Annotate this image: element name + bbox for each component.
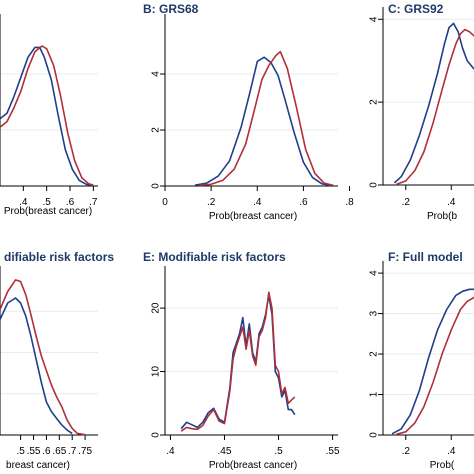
panel-c-x-tick-label-0: .2 [402,197,411,208]
panel-d-x-tick-label-4: .7 [68,446,77,457]
panel-f-y-tick-label-2: 2 [369,351,380,357]
panel-f-series-0-line [391,288,474,435]
panel-c-y-tick-label-2: 4 [369,16,380,22]
panel-d-title: difiable risk factors [4,250,114,264]
panel-d-x-tick-label-1: .55 [27,446,41,457]
panel-a-x-tick-label-3: .7 [89,197,98,208]
panel-d-series-0-line [0,297,73,435]
panel-b-x-tick-label-0: 0 [162,197,168,208]
panel-b-x-tick-label-4: .8 [345,197,354,208]
panel-e-y-tick-label-0: 0 [151,432,162,438]
panel-b-y-tick-label-2: 4 [151,71,162,77]
panel-f-y-tick-label-0: 0 [369,432,380,438]
panel-e-x-tick-label-2: .5 [274,446,283,457]
panel-e-title: E: Modifiable risk factors [143,250,286,264]
panel-f-y-tick-label-4: 4 [369,270,380,276]
panel-a-x-tick-label-0: .4 [19,197,28,208]
panel-c-series-1-line [396,28,474,185]
panel-d-x-tick-label-5: .75 [78,446,92,457]
panel-c-x-tick-label-1: .4 [447,197,456,208]
panel-f-x-tick-label-1: .4 [447,446,456,457]
panel-a-x-tick-label-2: .6 [66,197,75,208]
panel-e-series-0-line [180,294,296,430]
panel-d-x-axis-label: breast cancer) [6,460,70,471]
panel-f-x-tick-label-0: .2 [402,446,411,457]
panel-e-x-tick-label-3: .55 [326,446,340,457]
panel-f-title: F: Full model [388,250,463,264]
panel-c-series-0-line [393,22,474,184]
panel-b-x-tick-label-2: .4 [253,197,262,208]
panel-a-series-1-line [0,45,94,186]
panel-e-y-tick-label-1: 10 [151,366,162,378]
panel-f-y-tick-label-3: 3 [369,310,380,316]
panel-d-x-tick-label-0: .5 [16,446,25,457]
panel-e-x-tick-label-1: .45 [218,446,232,457]
panel-e-y-tick-label-2: 20 [151,302,162,314]
panel-b-series-1-line [199,50,334,187]
panel-d-x-tick-label-2: .6 [42,446,51,457]
panel-e-x-axis-label: Prob(breast cancer) [209,460,297,471]
panel-b-x-axis-label: Prob(breast cancer) [209,211,297,222]
panel-c-title: C: GRS92 [388,2,444,16]
panel-b-x-tick-label-3: .6 [299,197,308,208]
panel-e-series-1-line [180,291,296,432]
panel-a-x-tick-label-1: .5 [42,197,51,208]
panel-c-x-axis-label: Prob(b [427,211,457,222]
panel-e-x-tick-label-0: .4 [166,446,175,457]
panel-f-y-tick-label-1: 1 [369,391,380,397]
panel-c-y-tick-label-1: 2 [369,99,380,105]
panel-f-series-1-line [396,296,474,435]
panel-d-series-1-line [0,279,86,436]
panel-b-y-tick-label-1: 2 [151,127,162,133]
panel-f-x-axis-label: Prob( [430,460,455,471]
panel-b-series-0-line [194,56,332,187]
panel-b-title: B: GRS68 [143,2,199,16]
panel-c-y-tick-label-0: 0 [369,182,380,188]
panel-b-x-tick-label-1: .2 [207,197,216,208]
panel-a-series-0-line [0,46,94,187]
panel-d-x-tick-label-3: .65 [52,446,66,457]
panel-b-y-tick-label-0: 0 [151,183,162,189]
panel-a-x-axis-label: Prob(breast cancer) [4,206,92,217]
